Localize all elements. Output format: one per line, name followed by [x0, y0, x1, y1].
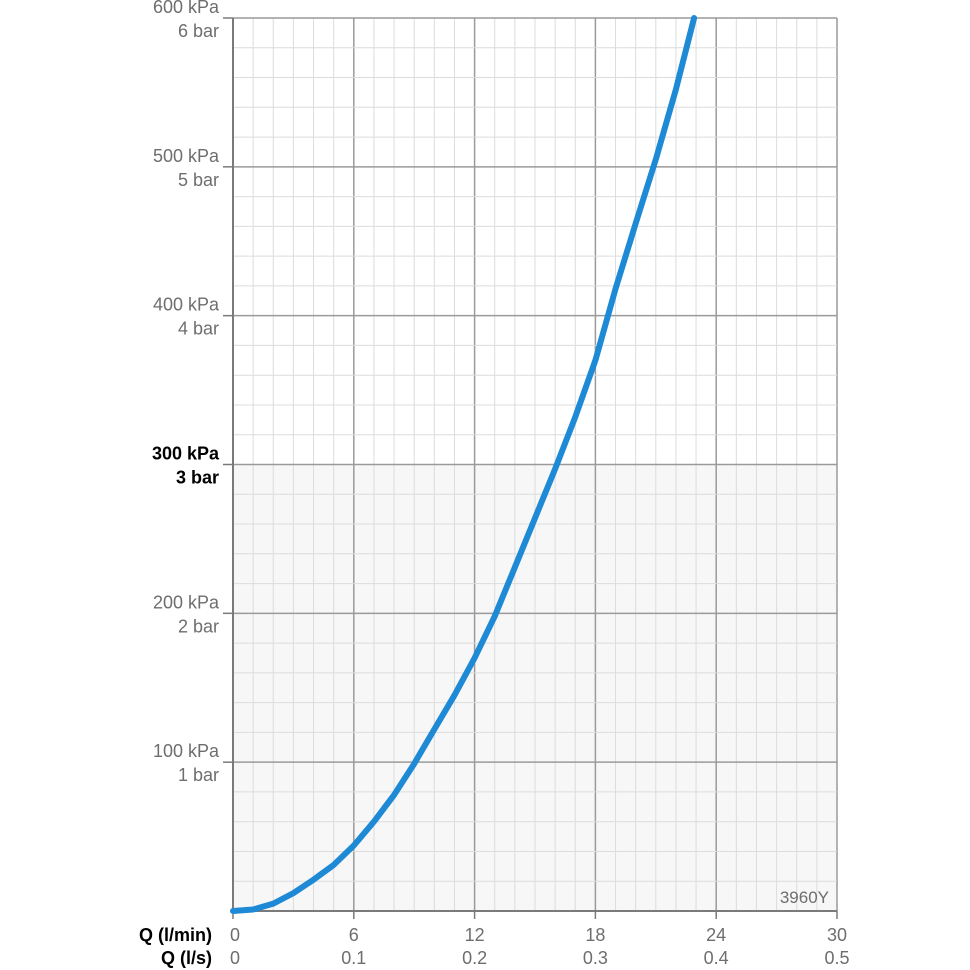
y-axis-labels: 100 kPa 1 bar 200 kPa 2 bar 300 kPa 3 bar 400 …: [152, 0, 220, 785]
x-tick-label-lmin: 24: [706, 925, 726, 945]
x-tick-label-ls: 0.4: [704, 948, 729, 968]
y-tick-label-kpa: 100 kPa: [153, 741, 220, 761]
y-tick-label-bar: 5 bar: [178, 170, 219, 190]
x-tick-label-ls: 0.2: [462, 948, 487, 968]
y-tick-label-kpa: 200 kPa: [153, 592, 220, 612]
y-tick-label-bar: 6 bar: [178, 21, 219, 41]
y-tick-label-kpa: 600 kPa: [153, 0, 220, 17]
x-tick-label-ls: 0.5: [824, 948, 849, 968]
pressure-curve-line: [230, 15, 698, 914]
y-tick-label-kpa: 300 kPa: [152, 444, 220, 464]
model-code-label: 3960Y: [780, 888, 829, 907]
x-axis-labels: 0 0 6 0.1 12 0.2 18 0.3 24 0.4 30 0.5: [230, 925, 850, 968]
y-tick-label-kpa: 400 kPa: [153, 295, 220, 315]
y-tick-label-bar: 3 bar: [176, 468, 219, 488]
x-tick-label-lmin: 30: [827, 925, 847, 945]
y-tick-label-bar: 4 bar: [178, 319, 219, 339]
x-tick-label-lmin: 12: [465, 925, 485, 945]
x-tick-label-ls: 0: [230, 948, 240, 968]
x-axis-title-lmin: Q (l/min): [139, 925, 212, 945]
x-tick-label-lmin: 6: [349, 925, 359, 945]
y-tick-label-kpa: 500 kPa: [153, 146, 220, 166]
x-tick-label-lmin: 18: [585, 925, 605, 945]
y-tick-label-bar: 1 bar: [178, 765, 219, 785]
x-tick-label-ls: 0.1: [341, 948, 366, 968]
x-tick-label-lmin: 0: [230, 925, 240, 945]
x-tick-label-ls: 0.3: [583, 948, 608, 968]
x-axis-title-ls: Q (l/s): [161, 948, 212, 968]
y-tick-label-bar: 2 bar: [178, 616, 219, 636]
grid: [223, 17, 838, 919]
